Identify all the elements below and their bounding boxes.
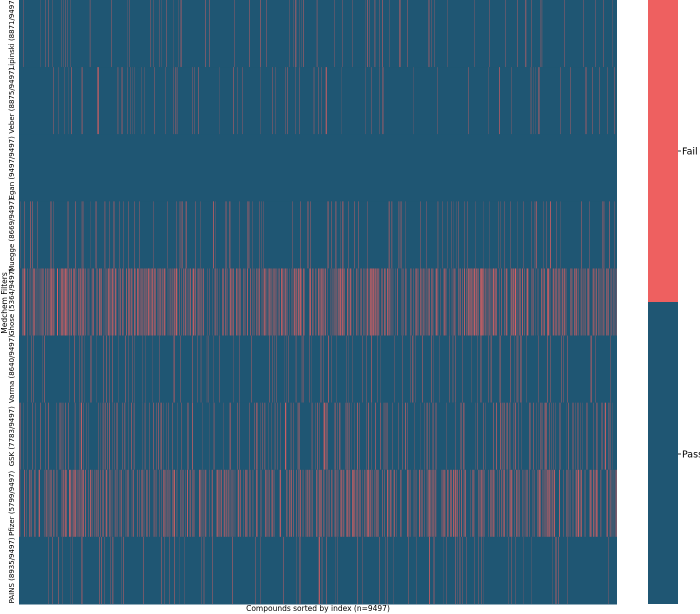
heatmap-cell-fail bbox=[134, 402, 135, 470]
heatmap-cell-fail bbox=[602, 201, 603, 269]
heatmap-row-pass-background bbox=[19, 134, 617, 202]
row-labels: Lipinski (8871/9497)Veber (8875/9497) Ega… bbox=[8, 0, 16, 603]
row-tick-label: Ghose (5364/9497) bbox=[8, 268, 16, 336]
heatmap-cell-fail bbox=[550, 335, 551, 403]
heatmap-cell-fail bbox=[66, 469, 67, 537]
heatmap-cell-fail bbox=[120, 268, 121, 336]
heatmap-cell-fail bbox=[421, 268, 422, 336]
row-tick-label: Lipinski (8871/9497) bbox=[8, 0, 16, 70]
heatmap-cell-fail bbox=[166, 0, 167, 68]
heatmap-row bbox=[19, 536, 617, 605]
colorbar-pass-segment bbox=[648, 302, 678, 604]
heatmap-cell-fail bbox=[338, 268, 339, 336]
row-tick-label: Pfizer (5799/9497) bbox=[8, 470, 16, 535]
row-tick-label: Varma (8640/9497) bbox=[8, 335, 16, 403]
heatmap-cell-fail bbox=[529, 469, 530, 537]
heatmap-row bbox=[19, 469, 617, 538]
heatmap-cell-fail bbox=[74, 335, 75, 403]
heatmap-cell-fail bbox=[299, 402, 300, 470]
heatmap-row bbox=[19, 67, 617, 135]
colorbar-tick-label: Pass bbox=[682, 450, 700, 461]
heatmap-row-pass-background bbox=[19, 469, 617, 538]
x-axis-label: Compounds sorted by index (n=9497) bbox=[246, 604, 390, 613]
colorbar-tick-label: Fail bbox=[682, 147, 698, 158]
heatmap-cell-fail bbox=[464, 268, 465, 336]
heatmap-cell-fail bbox=[517, 469, 518, 537]
heatmap-plot-area bbox=[19, 0, 617, 605]
heatmap-row-pass-background bbox=[19, 536, 617, 605]
colorbar-fail-segment bbox=[648, 0, 678, 302]
y-axis-label: Medchem Filters bbox=[0, 272, 9, 334]
heatmap-cell-fail bbox=[481, 536, 482, 604]
heatmap-row bbox=[19, 0, 617, 68]
colorbar: Fail Pass bbox=[648, 0, 700, 604]
heatmap-cell-fail bbox=[65, 268, 66, 336]
heatmap-row-pass-background bbox=[19, 67, 617, 135]
heatmap-row-pass-background bbox=[19, 201, 617, 269]
heatmap-cell-fail bbox=[587, 268, 588, 336]
heatmap-cell-fail bbox=[454, 268, 455, 336]
heatmap-row bbox=[19, 268, 617, 337]
heatmap-cell-fail bbox=[71, 67, 72, 135]
heatmap-cell-fail bbox=[238, 469, 239, 537]
heatmap-cell-fail bbox=[285, 402, 286, 470]
heatmap-cell-fail bbox=[609, 201, 610, 269]
heatmap-cell-fail bbox=[198, 268, 199, 336]
heatmap-cell-fail bbox=[216, 469, 217, 537]
row-tick-label: GSK (7783/9497) bbox=[8, 406, 16, 466]
heatmap-row bbox=[19, 335, 617, 404]
heatmap-cell-fail bbox=[183, 268, 184, 336]
heatmap-cell-fail bbox=[57, 268, 58, 336]
heatmap-cell-fail bbox=[24, 268, 25, 336]
heatmap-cell-fail bbox=[187, 469, 188, 537]
heatmap-row bbox=[19, 201, 617, 269]
heatmap-cell-fail bbox=[30, 201, 31, 269]
row-tick-label: Muegge (8669/9497) bbox=[8, 198, 16, 272]
heatmap-cell-fail bbox=[578, 469, 579, 537]
heatmap-row-pass-background bbox=[19, 0, 617, 68]
heatmap-cell-fail bbox=[237, 402, 238, 470]
heatmap-row-pass-background bbox=[19, 335, 617, 404]
heatmap-cell-fail bbox=[299, 67, 300, 135]
heatmap-cell-fail bbox=[436, 402, 437, 470]
heatmap-cell-fail bbox=[319, 536, 320, 604]
row-tick-label: PAINS (8935/9497) bbox=[8, 537, 16, 603]
row-tick-label: Egan (9497/9497) bbox=[8, 136, 16, 200]
heatmap-row-pass-background bbox=[19, 402, 617, 471]
heatmap-cell-fail bbox=[83, 268, 84, 336]
heatmap-cell-fail bbox=[342, 201, 343, 269]
heatmap-cell-fail bbox=[48, 402, 49, 470]
heatmap-row bbox=[19, 134, 617, 202]
heatmap-row bbox=[19, 402, 617, 471]
heatmap-cell-fail bbox=[433, 469, 434, 537]
row-tick-label: Veber (8875/9497) bbox=[8, 68, 16, 134]
